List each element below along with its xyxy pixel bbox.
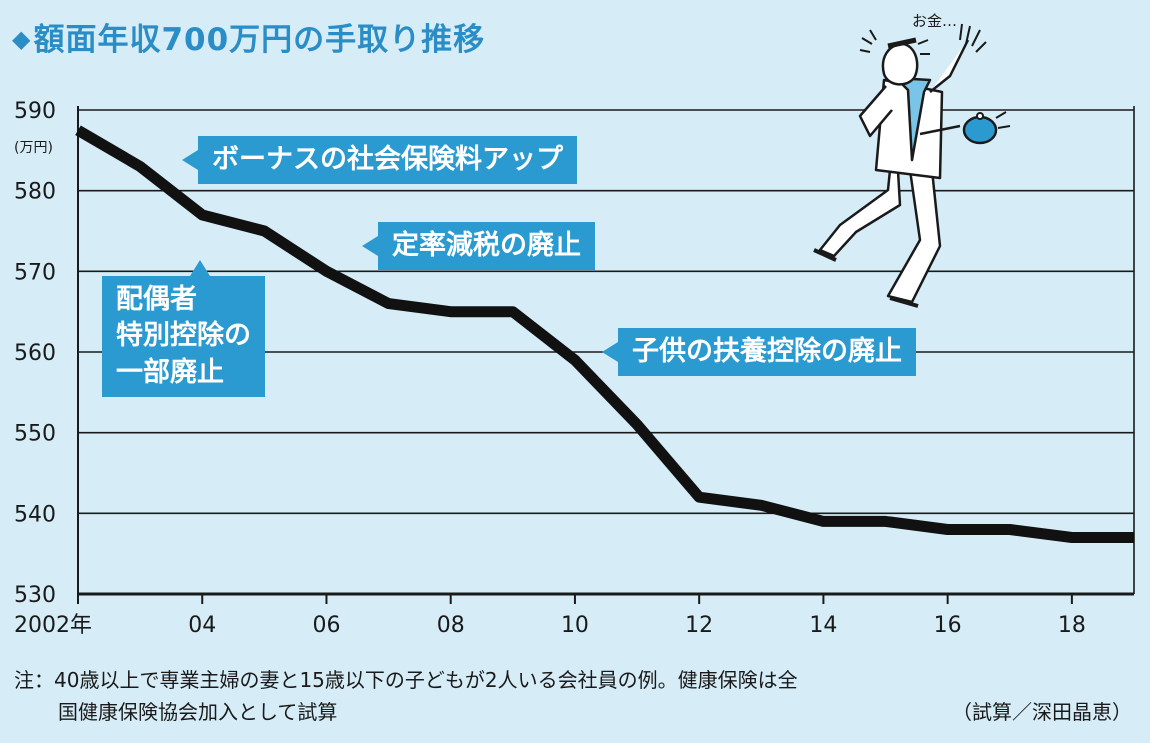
x-tick-label: 14 (809, 613, 837, 638)
annotation-bonus-text: ボーナスの社会保険料アップ (212, 144, 563, 175)
x-tick-labels: 2002年 04 06 08 10 12 14 16 18 (14, 594, 1086, 638)
x-tick-label: 10 (561, 613, 589, 638)
y-tick-label: 570 (14, 260, 56, 285)
businessman-illustration: お金… (813, 12, 1011, 308)
source-credit: （試算／深田晶恵） (952, 700, 1132, 724)
speech-text: お金… (912, 12, 957, 30)
data-points (77, 130, 1135, 538)
x-tick-label: 16 (934, 613, 962, 638)
y-tick-label: 530 (14, 583, 56, 608)
x-tick-label: 12 (685, 613, 713, 638)
annotation-haigusha-text: 配偶者 特別控除の 一部廃止 (116, 284, 251, 388)
x-tick-label: 06 (312, 613, 340, 638)
y-tick-label: 580 (14, 180, 56, 205)
chart-title-text: 額面年収700万円の手取り推移 (33, 22, 486, 58)
chart-title: ◆額面年収700万円の手取り推移 (12, 14, 485, 59)
annotation-teiritsu: 定率減税の廃止 (362, 222, 595, 271)
annotation-teiritsu-text: 定率減税の廃止 (392, 230, 581, 261)
annotation-fuyou-text: 子供の扶養控除の廃止 (632, 336, 902, 367)
y-tick-labels: 530 540 550 560 570 580 590 (14, 99, 56, 608)
line-chart: 530 540 550 560 570 580 590 2002年 04 06 08 10 12 14 1… (14, 99, 1135, 638)
diamond-marker: ◆ (12, 25, 32, 53)
annotation-fuyou: 子供の扶養控除の廃止 (602, 328, 916, 377)
y-unit-label: (万円) (14, 140, 53, 156)
y-tick-label: 560 (14, 341, 56, 366)
footnote-line1: 注：40歳以上で専業主婦の妻と15歳以下の子どもが2人いる会社員の例。健康保険は… (14, 668, 798, 692)
grid-lines (77, 106, 1135, 596)
footnote: 注：40歳以上で専業主婦の妻と15歳以下の子どもが2人いる会社員の例。健康保険は… (14, 664, 798, 728)
annotation-bonus: ボーナスの社会保険料アップ (182, 136, 577, 185)
series-line (75, 125, 1134, 543)
x-tick-label: 2002年 (14, 613, 92, 638)
y-tick-label: 540 (14, 502, 56, 527)
purse-icon (962, 111, 1011, 145)
annotation-haigusha: 配偶者 特別控除の 一部廃止 (102, 259, 265, 398)
x-tick-label: 04 (188, 613, 216, 638)
x-tick-label: 18 (1058, 613, 1086, 638)
footnote-line2: 国健康保険協会加入として試算 (58, 700, 338, 724)
panic-marks (859, 29, 930, 55)
businessman-figure (813, 23, 987, 308)
y-tick-label: 590 (14, 99, 56, 124)
x-tick-label: 08 (437, 613, 465, 638)
y-tick-label: 550 (14, 422, 56, 447)
